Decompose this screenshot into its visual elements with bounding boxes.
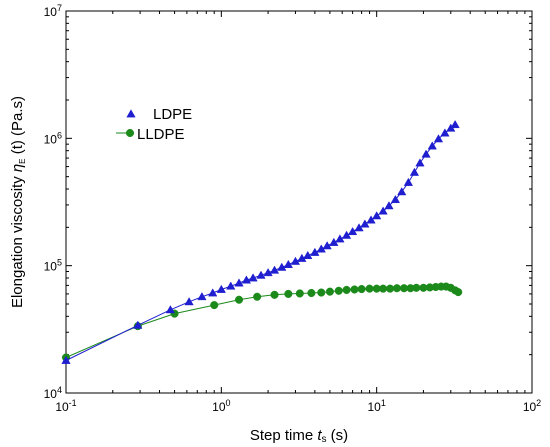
data-point-ldpe — [290, 256, 301, 265]
legend-label-lldpe: LLDPE — [137, 126, 185, 143]
x-axis-label: Step time ts (s) — [250, 427, 348, 445]
data-point-ldpe — [310, 247, 320, 256]
data-point-ldpe — [384, 201, 394, 210]
y-tick-label: 105 — [44, 258, 62, 274]
data-point-ldpe — [197, 292, 207, 301]
data-point-ldpe — [208, 288, 218, 297]
data-point-ldpe — [372, 211, 382, 220]
x-tick-label: 101 — [367, 398, 385, 414]
axis-ticks — [65, 11, 532, 394]
x-tick-label: 102 — [523, 398, 541, 414]
y-tick-label: 107 — [44, 3, 62, 19]
data-point-ldpe — [165, 305, 176, 314]
data-point-lldpe — [325, 287, 334, 296]
data-point-ldpe — [303, 250, 313, 259]
legend: LDPE LLDPE — [116, 106, 192, 143]
x-tick-label: 100 — [212, 398, 230, 414]
data-point-ldpe — [403, 177, 414, 186]
data-point-ldpe — [226, 281, 236, 290]
series-line-lldpe — [65, 286, 459, 358]
data-point-ldpe — [277, 262, 287, 271]
series-ldpe — [61, 119, 460, 364]
y-tick-label: 104 — [44, 385, 62, 401]
data-point-ldpe — [421, 149, 431, 158]
data-point-ldpe — [360, 219, 370, 228]
series-lldpe — [61, 282, 463, 362]
data-point-ldpe — [133, 320, 143, 329]
data-point-ldpe — [322, 241, 332, 250]
data-point-lldpe — [253, 292, 262, 301]
data-point-ldpe — [61, 355, 71, 364]
tick-labels: 10-1 100 101 102 104 105 106 107 — [44, 3, 542, 414]
data-point-ldpe — [390, 194, 401, 204]
data-point-lldpe — [210, 301, 219, 310]
data-point-ldpe — [440, 128, 450, 137]
y-axis-label: Elongation viscosity ηE (t) (Pa.s) — [9, 96, 27, 308]
data-point-lldpe — [284, 289, 293, 298]
data-point-ldpe — [433, 134, 444, 143]
legend-markers — [116, 109, 136, 138]
data-point-ldpe — [378, 206, 388, 215]
data-point-lldpe — [379, 284, 388, 293]
data-point-lldpe — [386, 284, 395, 293]
data-point-ldpe — [248, 273, 258, 282]
data-point-ldpe — [450, 119, 460, 129]
plot-frame — [65, 10, 533, 394]
data-point-ldpe — [216, 284, 226, 293]
legend-label-ldpe: LDPE — [153, 106, 192, 123]
data-point-ldpe — [427, 141, 437, 150]
data-point-ldpe — [234, 278, 244, 287]
data-point-lldpe — [392, 284, 401, 293]
y-tick-label: 106 — [44, 130, 62, 146]
data-point-ldpe — [409, 167, 420, 176]
series-line-ldpe — [65, 124, 456, 361]
data-point-lldpe — [365, 284, 374, 293]
data-point-lldpe — [350, 285, 359, 294]
data-point-ldpe — [241, 275, 252, 284]
data-point-lldpe — [270, 290, 279, 299]
data-point-ldpe — [366, 215, 376, 224]
data-point-ldpe — [184, 297, 194, 306]
data-point-lldpe — [334, 286, 343, 295]
data-point-lldpe — [295, 289, 304, 298]
x-tick-label: 10-1 — [55, 398, 76, 414]
data-point-ldpe — [256, 270, 266, 279]
data-point-ldpe — [269, 265, 280, 274]
data-point-lldpe — [412, 283, 421, 292]
data-point-ldpe — [283, 259, 293, 268]
data-point-lldpe — [234, 295, 244, 304]
data-point-lldpe — [454, 288, 463, 297]
data-point-ldpe — [335, 234, 345, 243]
data-point-lldpe — [317, 288, 326, 297]
data-point-lldpe — [342, 285, 351, 294]
data-point-lldpe — [357, 285, 366, 294]
series-layer — [61, 119, 463, 364]
legend-marker-lldpe — [125, 128, 135, 138]
data-point-ldpe — [397, 187, 407, 196]
data-point-lldpe — [307, 288, 316, 298]
legend-marker-ldpe — [126, 109, 136, 118]
data-point-ldpe — [263, 268, 273, 277]
data-point-ldpe — [415, 158, 425, 167]
